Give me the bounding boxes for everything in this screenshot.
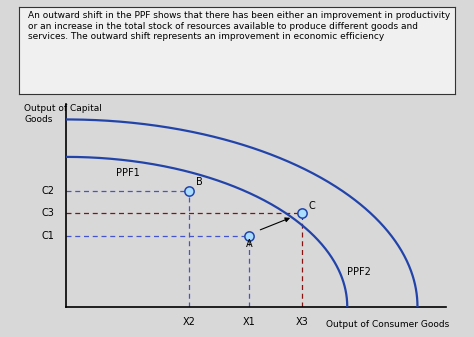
Text: C: C (309, 201, 315, 211)
Point (298, 210, 305, 216)
Point (245, 233, 253, 238)
Text: X1: X1 (243, 317, 255, 327)
Text: PPF2: PPF2 (347, 267, 371, 277)
Text: Output of Capital
Goods: Output of Capital Goods (24, 104, 102, 124)
Text: C1: C1 (41, 231, 54, 241)
Text: B: B (196, 177, 203, 187)
Text: PPF1: PPF1 (116, 167, 139, 178)
Text: X2: X2 (183, 317, 196, 327)
Text: An outward shift in the PPF shows that there has been either an improvement in p: An outward shift in the PPF shows that t… (27, 11, 450, 41)
Text: X3: X3 (295, 317, 308, 327)
Text: C3: C3 (41, 208, 54, 218)
Text: C2: C2 (41, 186, 54, 195)
Text: A: A (246, 239, 252, 249)
Text: Output of Consumer Goods: Output of Consumer Goods (326, 320, 449, 329)
Point (185, 188, 193, 193)
